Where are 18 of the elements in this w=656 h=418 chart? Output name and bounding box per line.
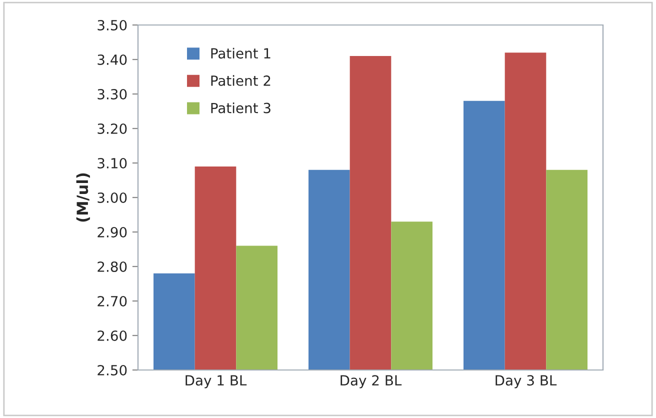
y-tick-label: 3.30 bbox=[98, 88, 127, 100]
y-axis-title: (M/ul) bbox=[76, 173, 90, 222]
y-tick-label: 2.70 bbox=[98, 296, 127, 306]
y-tick-label: 3.10 bbox=[98, 158, 127, 168]
y-tick-label: 2.80 bbox=[98, 261, 127, 272]
y-tick-label: 2.50 bbox=[98, 364, 127, 376]
y-tick-label: 2.90 bbox=[98, 226, 127, 238]
y-tick-label: 3.20 bbox=[98, 123, 127, 134]
legend-label: Patient 1 bbox=[211, 48, 270, 59]
x-tick-label: Day 1 BL bbox=[186, 375, 247, 388]
y-tick-label: 3.50 bbox=[98, 20, 127, 30]
legend-label: Patient 3 bbox=[211, 102, 270, 114]
legend-label: Patient 2 bbox=[211, 75, 270, 86]
y-tick-label: 3.40 bbox=[98, 54, 127, 65]
x-tick-label: Day 3 BL bbox=[496, 375, 557, 388]
y-tick-label: 3.00 bbox=[98, 192, 127, 203]
x-tick-label: Day 2 BL bbox=[340, 375, 402, 388]
y-tick-label: 2.60 bbox=[98, 330, 127, 341]
